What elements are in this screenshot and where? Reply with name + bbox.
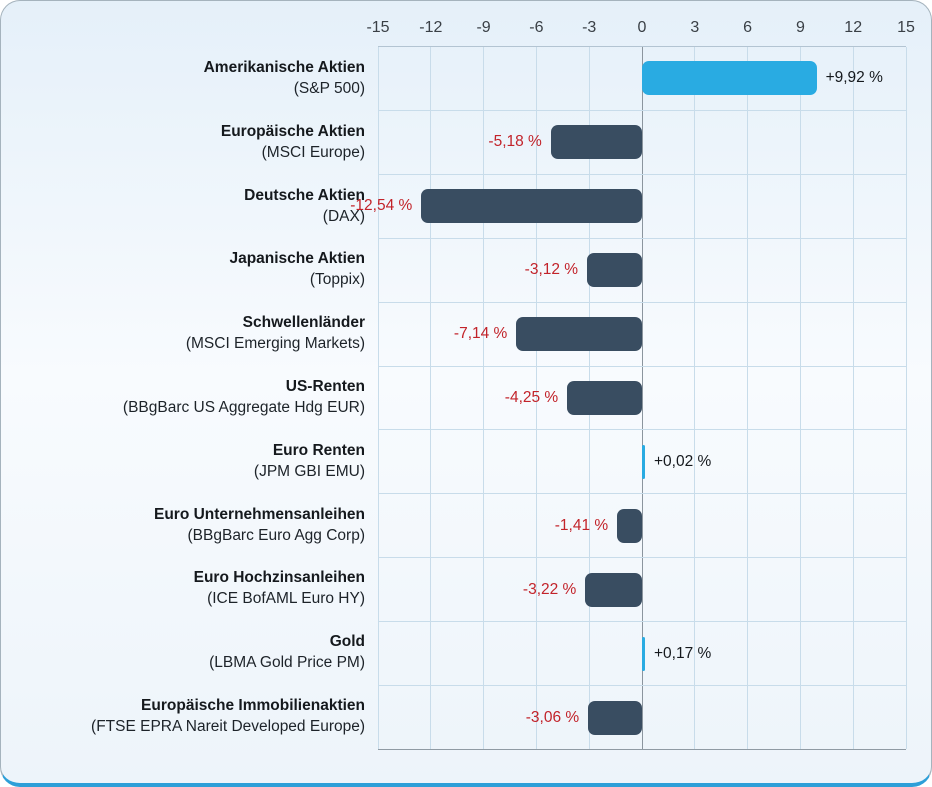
- value-label: -1,41 %: [554, 516, 609, 534]
- category-subtitle: (Toppix): [309, 271, 365, 289]
- category-label: Europäische Immobilienaktien (FTSE EPRA N…: [1, 684, 367, 748]
- category-subtitle: (S&P 500): [293, 79, 365, 97]
- category-label: Gold (LBMA Gold Price PM): [1, 620, 367, 684]
- zero-axis-line: [641, 47, 643, 749]
- value-label: -3,12 %: [524, 261, 579, 279]
- axis-tick-label: 9: [795, 19, 805, 36]
- category-label: Schwellenländer (MSCI Emerging Markets): [1, 301, 367, 365]
- vertical-gridline: [799, 47, 801, 749]
- category-subtitle: (MSCI Europe): [261, 143, 365, 161]
- vertical-gridline: [377, 47, 379, 749]
- value-bar: [617, 508, 642, 543]
- category-name: Japanische Aktien: [229, 250, 365, 268]
- chart-row: +9,92 %: [378, 47, 906, 111]
- chart-row: -5,18 %: [378, 111, 906, 175]
- value-label: -12,54 %: [350, 197, 413, 215]
- value-label: -3,06 %: [525, 708, 580, 726]
- chart-row: +0,17 %: [378, 622, 906, 687]
- value-bar: [588, 700, 642, 735]
- value-label: -5,18 %: [488, 133, 542, 151]
- axis-tick-label: -6: [529, 19, 544, 36]
- vertical-gridline: [483, 47, 485, 749]
- value-bar: [642, 61, 817, 96]
- x-axis: -15 -12 -9 -6 -3 0 3 6 9 12 15: [366, 11, 914, 45]
- axis-tick-label: -9: [476, 19, 491, 36]
- axis-tick-label: 3: [690, 19, 700, 36]
- vertical-gridline: [905, 47, 907, 749]
- category-subtitle: (LBMA Gold Price PM): [209, 654, 365, 672]
- category-name: Euro Hochzinsanleihen: [193, 569, 365, 587]
- category-subtitle: (BBgBarc Euro Agg Corp): [187, 526, 365, 544]
- category-name: Euro Unternehmensanleihen: [153, 505, 365, 523]
- axis-tick-label: -15: [366, 19, 390, 36]
- category-label: Deutsche Aktien (DAX): [1, 174, 367, 238]
- value-label: +0,17 %: [654, 644, 712, 662]
- vertical-gridline: [747, 47, 749, 749]
- axis-tick-label: -12: [419, 19, 443, 36]
- chart-row: -1,41 %: [378, 494, 906, 559]
- category-name: Europäische Aktien: [220, 122, 365, 140]
- category-subtitle: (ICE BofAML Euro HY): [207, 590, 365, 608]
- value-label: -7,14 %: [453, 325, 508, 343]
- category-subtitle: (BBgBarc US Aggregate Hdg EUR): [122, 398, 365, 416]
- category-name: US-Renten: [285, 377, 365, 395]
- category-subtitle: (JPM GBI EMU): [253, 462, 365, 480]
- chart-row: -4,25 %: [378, 367, 906, 431]
- value-bar: [642, 636, 645, 671]
- value-bar: [585, 572, 642, 607]
- value-bar: [421, 189, 642, 224]
- category-name: Gold: [329, 633, 365, 651]
- vertical-gridline: [852, 47, 854, 749]
- category-label: Euro Unternehmensanleihen (BBgBarc Euro A…: [1, 493, 367, 557]
- vertical-gridline: [535, 47, 537, 749]
- category-label: US-Renten (BBgBarc US Aggregate Hdg EUR): [1, 365, 367, 429]
- chart-row: +0,02 %: [378, 430, 906, 495]
- vertical-gridline: [694, 47, 696, 749]
- chart-row: -3,12 %: [378, 239, 906, 303]
- chart-row: -3,22 %: [378, 558, 906, 623]
- category-labels-column: Amerikanische Aktien (S&P 500) Europäische…: [1, 46, 367, 748]
- category-name: Schwellenländer: [242, 314, 365, 332]
- category-label: Amerikanische Aktien (S&P 500): [1, 46, 367, 110]
- category-name: Euro Renten: [272, 441, 365, 459]
- value-label: +0,02 %: [654, 452, 712, 470]
- axis-tick-label: -3: [582, 19, 597, 36]
- value-label: +9,92 %: [825, 69, 883, 87]
- value-bar: [550, 125, 642, 160]
- category-name: Deutsche Aktien: [244, 186, 365, 204]
- category-label: Europäische Aktien (MSCI Europe): [1, 110, 367, 174]
- category-label: Euro Hochzinsanleihen (ICE BofAML Euro HY…: [1, 557, 367, 621]
- value-bar: [567, 380, 642, 415]
- plot-area: +9,92 % -5,18 % -12,54 % -3,12 % -7,14 % -4,2…: [350, 46, 907, 750]
- category-label: Euro Renten (JPM GBI EMU): [1, 429, 367, 493]
- axis-tick-label: 6: [743, 19, 753, 36]
- chart-row: -3,06 %: [378, 686, 906, 749]
- value-bar: [516, 317, 642, 352]
- value-bar: [642, 444, 645, 479]
- chart-row: -7,14 %: [378, 303, 906, 367]
- category-subtitle: (DAX): [322, 207, 365, 225]
- category-label: Japanische Aktien (Toppix): [1, 237, 367, 301]
- value-label: -3,22 %: [522, 580, 577, 598]
- bar-rows: +9,92 % -5,18 % -12,54 % -3,12 % -7,14 % -4,2…: [350, 47, 906, 749]
- axis-tick-label: 15: [897, 19, 915, 36]
- axis-tick-label: 0: [637, 19, 647, 36]
- value-label: -4,25 %: [504, 388, 559, 406]
- category-name: Amerikanische Aktien: [203, 58, 365, 76]
- vertical-gridline: [430, 47, 432, 749]
- value-bar: [587, 253, 642, 288]
- axis-tick-label: 12: [844, 19, 863, 36]
- chart-row: -12,54 %: [350, 175, 906, 239]
- category-name: Europäische Immobilienaktien: [141, 697, 365, 715]
- category-subtitle: (MSCI Emerging Markets): [185, 335, 365, 353]
- category-subtitle: (FTSE EPRA Nareit Developed Europe): [91, 718, 365, 736]
